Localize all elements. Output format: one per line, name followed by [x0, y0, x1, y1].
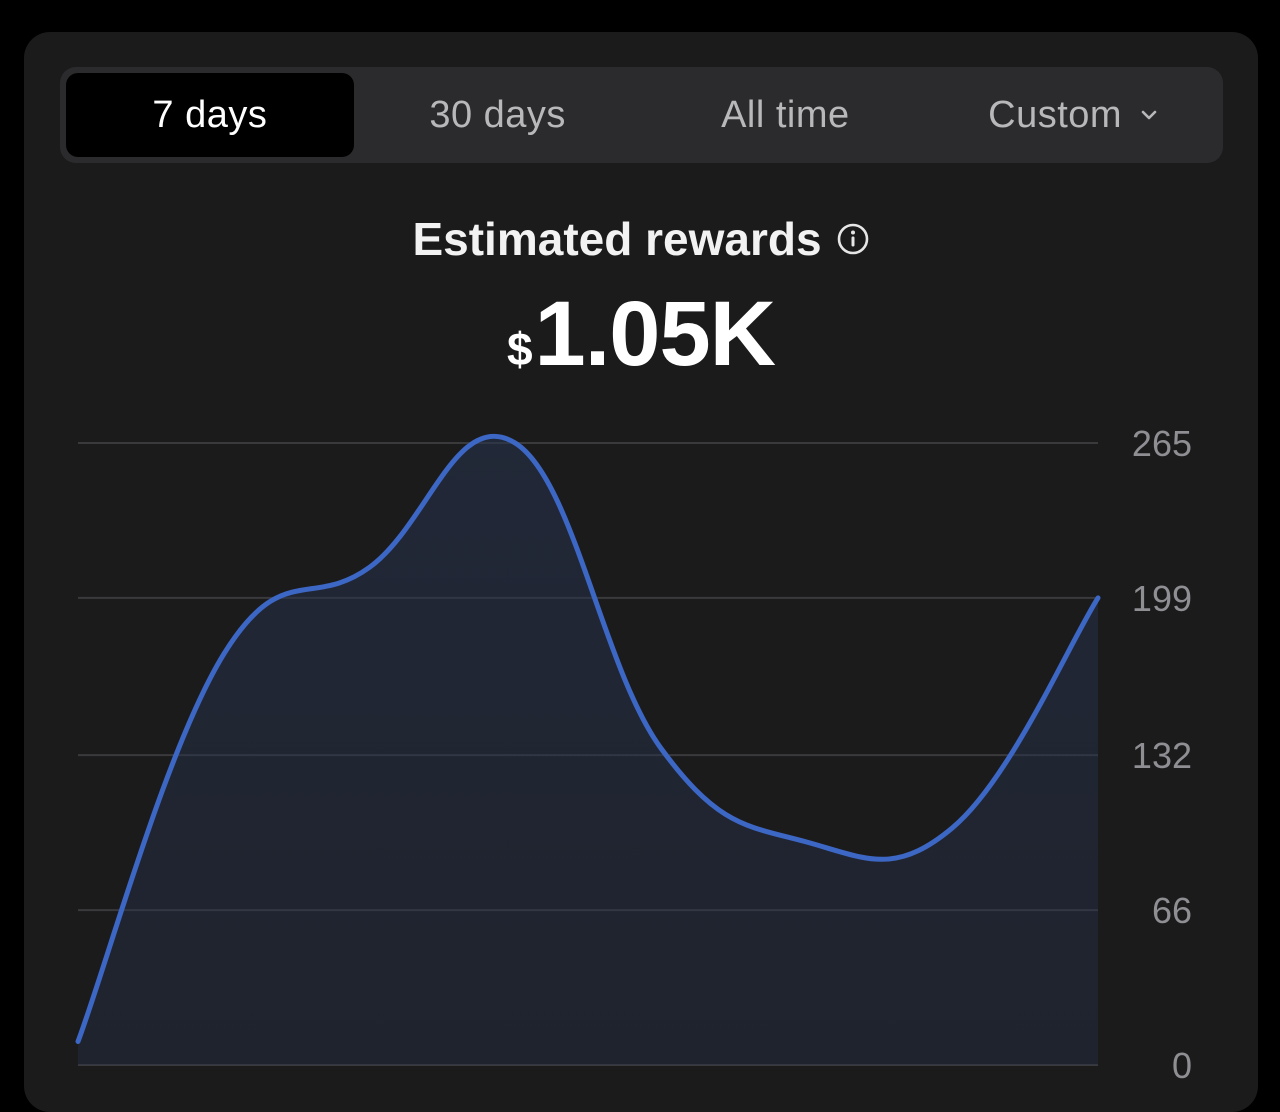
y-tick-label: 66: [1152, 890, 1192, 931]
y-tick-label: 132: [1132, 735, 1192, 776]
y-tick-label: 265: [1132, 423, 1192, 464]
y-tick-label: 0: [1172, 1045, 1192, 1086]
rewards-chart: 0 66 132 199 265: [0, 0, 1280, 1089]
y-tick-label: 199: [1132, 578, 1192, 619]
series-area: [78, 436, 1098, 1065]
